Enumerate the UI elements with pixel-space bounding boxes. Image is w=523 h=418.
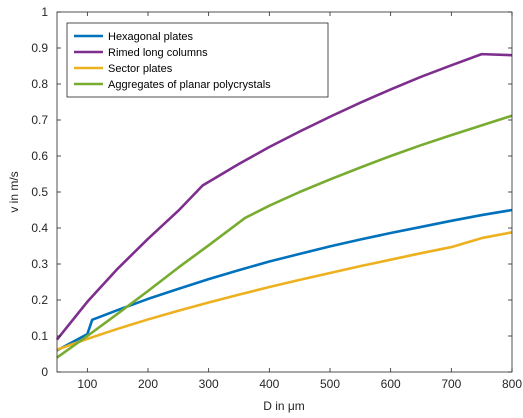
legend-label: Aggregates of planar polycrystals bbox=[108, 79, 271, 91]
legend-label: Rimed long columns bbox=[108, 47, 208, 59]
series-line-rimed-long-columns bbox=[55, 52, 513, 341]
y-tick-label: 1 bbox=[41, 5, 48, 19]
y-tick-label: 0.8 bbox=[31, 77, 48, 91]
x-tick-label: 100 bbox=[77, 377, 97, 391]
y-tick-labels: 0 0.1 0.2 0.3 0.4 0.5 0.6 0.7 0.8 0.9 1 bbox=[31, 5, 48, 379]
y-tick-label: 0.3 bbox=[31, 257, 48, 271]
y-tick-label: 0.6 bbox=[31, 149, 48, 163]
y-tick-label: 0.4 bbox=[31, 221, 48, 235]
legend-label: Hexagonal plates bbox=[108, 31, 194, 43]
series-line-aggregates-of-planar-polycrystals bbox=[56, 114, 513, 359]
y-tick-label: 0.2 bbox=[31, 293, 48, 307]
x-tick-label: 300 bbox=[199, 377, 219, 391]
y-tick-label: 0.9 bbox=[31, 41, 48, 55]
series-line-hexagonal-plates bbox=[56, 208, 513, 352]
x-axis-label: D in μm bbox=[263, 399, 305, 413]
legend-items: Hexagonal plates Rimed long columns Sector… bbox=[74, 31, 271, 91]
x-tick-labels: 100 200 300 400 500 600 700 800 bbox=[77, 377, 522, 391]
legend-box bbox=[66, 22, 329, 98]
y-tick-label: 0 bbox=[41, 365, 48, 379]
y-tick-label: 0.1 bbox=[31, 329, 48, 343]
legend-label: Sector plates bbox=[108, 63, 173, 75]
x-tick-label: 700 bbox=[441, 377, 461, 391]
series-line-sector-plates bbox=[56, 231, 513, 351]
series-layer bbox=[55, 52, 513, 359]
y-axis-label: v in m/s bbox=[7, 171, 21, 212]
axes-layer bbox=[56, 11, 513, 373]
x-tick-label: 800 bbox=[502, 377, 522, 391]
legend: Hexagonal plates Rimed long columns Sector… bbox=[66, 22, 329, 98]
x-tick-label: 600 bbox=[381, 377, 401, 391]
x-tick-label: 200 bbox=[138, 377, 158, 391]
y-tick-label: 0.7 bbox=[31, 113, 48, 127]
x-tick-label: 400 bbox=[259, 377, 279, 391]
y-tick-label: 0.5 bbox=[31, 185, 48, 199]
x-tick-label: 500 bbox=[320, 377, 340, 391]
